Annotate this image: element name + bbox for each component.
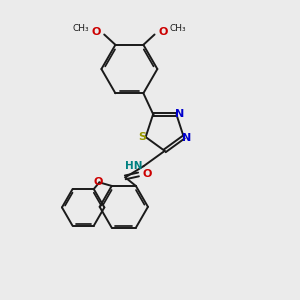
- Text: N: N: [175, 109, 184, 119]
- Text: S: S: [139, 132, 147, 142]
- Text: O: O: [143, 169, 152, 179]
- Text: O: O: [91, 27, 101, 37]
- Text: HN: HN: [124, 160, 142, 171]
- Text: O: O: [158, 27, 167, 37]
- Text: CH₃: CH₃: [72, 24, 89, 33]
- Text: N: N: [182, 133, 191, 142]
- Text: CH₃: CH₃: [170, 24, 187, 33]
- Text: O: O: [93, 177, 103, 187]
